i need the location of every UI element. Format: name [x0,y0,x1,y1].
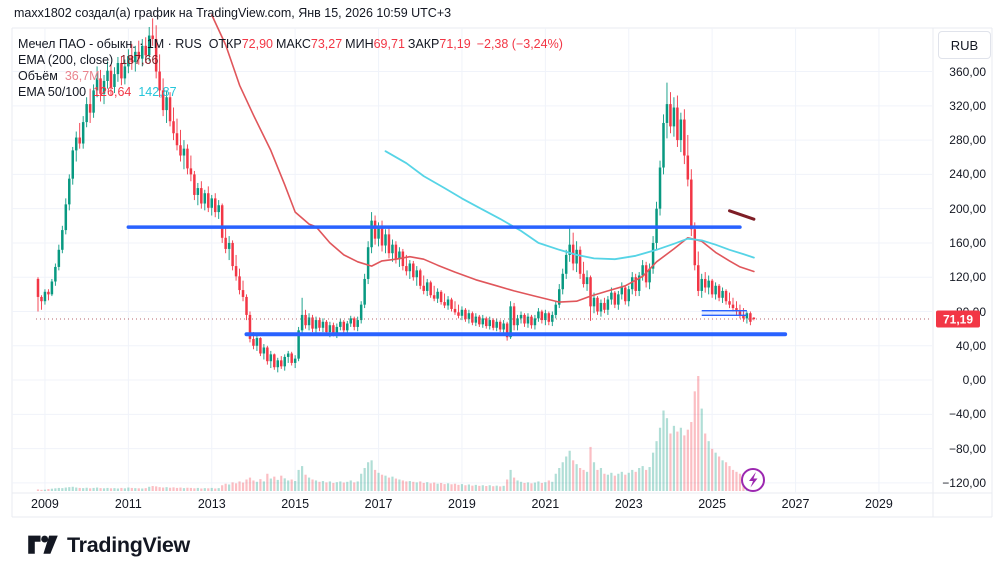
year-tick-label: 2025 [698,497,727,511]
ohlc-label: ОТКР [208,37,242,51]
ohlc-value: 72,90 [241,37,273,51]
year-tick-label: 2029 [865,497,893,511]
tradingview-logo[interactable]: TradingView [28,533,190,558]
price-tick-label: 0,00 [962,373,986,388]
ohlc-label: МИН [345,37,374,51]
ema100-line[interactable] [384,150,755,261]
volume-layer [36,376,755,491]
attribution-text: maxx1802 создал(а) график на TradingView… [14,6,452,20]
ema50-value: 126,64 [93,85,132,99]
price-tick-label: −120,00 [942,475,986,490]
last-price-label: 71,19 [936,310,980,328]
ema200-value: 187,66 [120,53,159,67]
price-tick-label: 360,00 [949,64,986,79]
grid-layer [11,27,993,518]
price-tick-label: 160,00 [949,235,986,250]
price-tick-label: 320,00 [949,98,986,113]
year-tick-label: 2009 [31,497,59,511]
year-tick-label: 2017 [364,497,393,511]
year-tick-label: 2019 [448,497,476,511]
tradingview-logo-text: TradingView [67,533,190,557]
price-tick-label: −80,00 [948,441,986,456]
volume-value: 36,7M [64,69,100,83]
ohlc-value: 69,71 [373,37,405,51]
price-tick-label: −40,00 [948,407,986,422]
chart-legend: Мечел ПАО - обыкн. · 1M · RUS ОТКР72,90 МА… [18,36,563,100]
price-tick-label: 200,00 [949,201,986,216]
price-tick-label: 280,00 [949,133,986,148]
ema100-value: 142,87 [138,85,177,99]
year-tick-label: 2023 [614,497,643,511]
ohlc-label: МАКС [275,37,311,51]
year-tick-label: 2021 [531,497,560,511]
legend-symbol-row[interactable]: Мечел ПАО - обыкн. · 1M · RUS ОТКР72,90 МА… [18,36,563,52]
change-value: −2,38 (−3,24%) [476,37,563,51]
ema200-label: EMA (200, close) [18,53,114,67]
legend-ema50-100-row[interactable]: EMA 50/100 126,64 142,87 [18,84,563,100]
currency-button[interactable]: RUB [938,31,991,59]
ema200-line[interactable] [728,209,756,221]
legend-volume-row[interactable]: Объём 36,7M [18,68,563,84]
price-channel[interactable] [701,309,747,317]
ohlc-value: 73,27 [310,37,343,51]
ohlc-value: 71,19 [439,37,471,51]
year-tick-label: 2011 [114,497,142,511]
year-tick-label: 2027 [781,497,810,511]
legend-ema200-row[interactable]: EMA (200, close) 187,66 [18,52,563,68]
lightning-icon[interactable] [740,467,766,493]
year-tick-label: 2015 [281,497,310,511]
tradingview-logo-mark [28,535,58,554]
price-tick-label: 40,00 [955,338,986,353]
ohlc-values: ОТКР72,90 МАКС73,27 МИН69,71 ЗАКР71,19 [209,37,474,51]
volume-label: Объём [18,69,58,83]
ema50-line[interactable] [211,14,755,303]
symbol-title: Мечел ПАО - обыкн. · 1M · RUS [18,37,202,51]
year-tick-label: 2013 [197,497,226,511]
ohlc-label: ЗАКР [407,37,440,51]
price-tick-label: 120,00 [949,270,986,285]
ema50-100-label: EMA 50/100 [18,85,87,99]
price-tick-label: 240,00 [949,167,986,182]
